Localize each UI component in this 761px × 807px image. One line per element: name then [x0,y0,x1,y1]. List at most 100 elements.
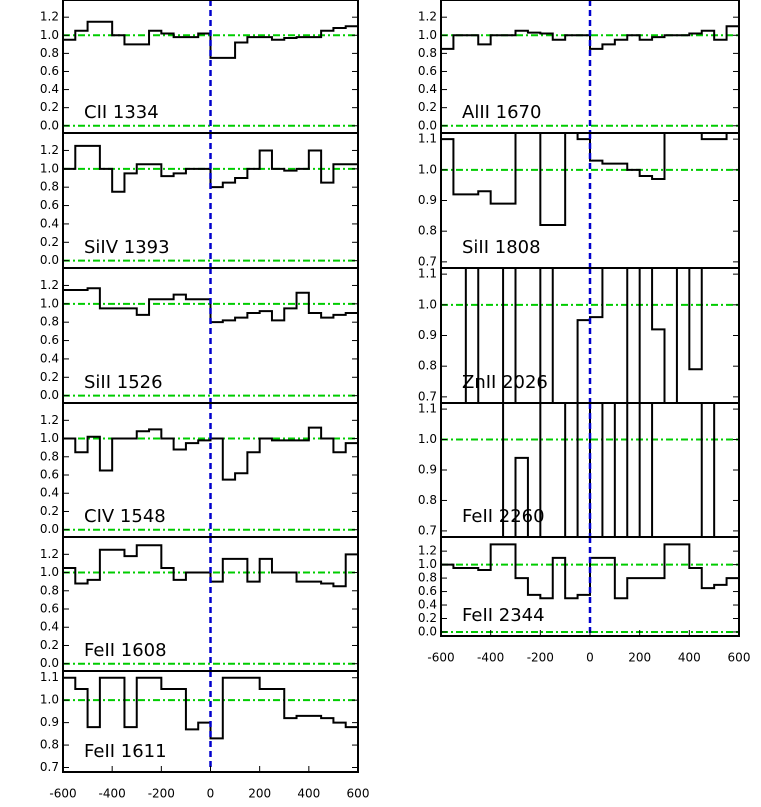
line-label: FeII 2344 [462,605,545,626]
y-tick-label: 1.2 [40,547,59,561]
line-label: FeII 2260 [462,506,545,527]
y-tick-label: 0.2 [40,638,59,652]
x-tick-label: -400 [477,651,504,665]
y-tick-label: 0.6 [40,468,59,482]
spectrum-line [441,25,739,50]
y-tick-label: 0.4 [418,598,437,612]
y-tick-label: 0.4 [40,216,59,230]
y-tick-label: 0.6 [40,602,59,616]
spectrum-line [63,287,358,324]
y-tick-label: 0.9 [418,193,437,207]
panel [63,537,358,671]
y-tick-label: 1.2 [418,544,437,558]
y-tick-label: 1.0 [418,162,437,176]
line-label: FeII 1608 [84,640,167,661]
line-label: CIV 1548 [84,506,166,527]
x-tick-label: -400 [99,787,126,801]
y-tick-label: 0.9 [418,463,437,477]
y-tick-label: 0.8 [418,359,437,373]
y-tick-label: 0.8 [40,583,59,597]
y-tick-label: 1.0 [40,693,59,707]
y-tick-label: 0.8 [40,180,59,194]
y-tick-label: 0.2 [40,100,59,114]
y-tick-label: 1.1 [418,402,437,416]
y-tick-label: 0.6 [40,198,59,212]
y-tick-label: 0.7 [418,254,437,268]
x-tick-label: 0 [207,787,215,801]
y-tick-label: 1.2 [40,413,59,427]
spectrum-line [464,268,703,403]
x-tick-label: -600 [427,651,454,665]
y-tick-label: 0.9 [418,328,437,342]
y-tick-label: 0.0 [40,388,59,402]
x-tick-label: 0 [586,651,594,665]
y-tick-label: 0.0 [40,656,59,670]
y-tick-label: 0.7 [418,389,437,403]
y-tick-label: 0.8 [418,571,437,585]
y-tick-label: 0.8 [418,224,437,238]
line-label: CII 1334 [84,102,159,123]
y-tick-label: 0.8 [40,46,59,60]
line-label: FeII 1611 [84,741,167,762]
y-tick-label: 0.7 [418,523,437,537]
x-tick-label: 400 [297,787,320,801]
panel [63,0,358,133]
y-tick-label: 1.2 [40,278,59,292]
y-tick-label: 1.0 [418,297,437,311]
y-tick-label: 1.1 [40,670,59,684]
y-tick-label: 1.1 [418,267,437,281]
x-tick-label: 600 [728,651,751,665]
y-tick-label: 0.0 [40,522,59,536]
y-tick-label: 0.0 [418,624,437,638]
y-tick-label: 0.0 [40,253,59,267]
y-tick-label: 0.4 [40,82,59,96]
line-label: SiII 1526 [84,372,163,393]
y-tick-label: 1.0 [418,28,437,42]
y-tick-label: 0.8 [40,449,59,463]
panel [63,133,358,268]
panel [441,268,739,403]
y-tick-label: 0.6 [40,64,59,78]
spectrum-line [441,543,739,600]
y-tick-label: 1.0 [40,161,59,175]
y-tick-label: 0.2 [418,611,437,625]
y-tick-label: 0.0 [418,118,437,132]
y-tick-label: 1.1 [418,132,437,146]
y-tick-label: 1.0 [418,432,437,446]
panel [63,671,358,772]
y-tick-label: 1.0 [40,431,59,445]
panel [63,268,358,403]
y-tick-label: 0.6 [40,333,59,347]
y-tick-label: 1.0 [40,565,59,579]
x-tick-label: -200 [527,651,554,665]
y-tick-label: 1.2 [40,10,59,24]
y-tick-label: 1.0 [40,28,59,42]
spectrum-line [441,133,739,227]
x-tick-label: 200 [628,651,651,665]
y-tick-label: 0.6 [418,584,437,598]
panel [441,0,739,133]
y-tick-label: 0.7 [40,760,59,774]
x-tick-label: 600 [347,787,370,801]
y-tick-label: 0.2 [40,504,59,518]
y-tick-label: 0.2 [40,235,59,249]
y-tick-label: 0.4 [40,351,59,365]
y-tick-label: 0.9 [40,715,59,729]
panel [441,403,739,537]
spectrum-line [63,426,358,481]
y-tick-label: 1.0 [40,296,59,310]
x-tick-label: -600 [49,787,76,801]
x-tick-label: 200 [248,787,271,801]
y-tick-label: 0.6 [418,64,437,78]
x-tick-label: -200 [148,787,175,801]
line-label: SiII 1808 [462,237,541,258]
y-tick-label: 0.8 [418,46,437,60]
y-tick-label: 0.8 [40,315,59,329]
y-tick-label: 0.0 [40,118,59,132]
x-tick-label: 400 [678,651,701,665]
y-tick-label: 1.2 [40,143,59,157]
spectrum-line [63,144,358,193]
y-tick-label: 0.2 [40,370,59,384]
line-label: SiIV 1393 [84,237,170,258]
